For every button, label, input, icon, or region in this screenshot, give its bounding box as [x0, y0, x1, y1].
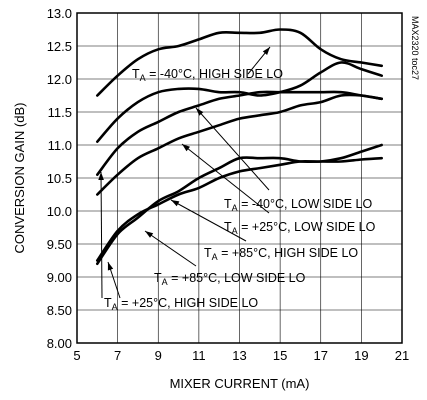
leader-line [100, 171, 103, 299]
y-tick-label: 8.50 [47, 303, 72, 318]
x-tick-label: 9 [155, 348, 162, 363]
leader-arrowhead [262, 47, 270, 55]
series-line-3 [96, 90, 383, 176]
annotation-label-3: TA = +25°C, LOW SIDE LO [224, 220, 376, 236]
leader-arrowhead [171, 200, 180, 207]
y-tick-label: 11.0 [48, 138, 72, 153]
leader-arrowhead [145, 231, 154, 238]
leader-line [144, 230, 197, 267]
leader-line [181, 143, 270, 214]
figure-code: MAX2320 toc27 [410, 16, 420, 80]
y-tick-label: 11.5 [48, 105, 72, 120]
x-tick-label: 11 [192, 348, 206, 363]
x-tick-label: 5 [73, 348, 80, 363]
x-tick-label: 19 [354, 348, 368, 363]
annotation-label-4: TA = +85°C, HIGH SIDE LO [204, 246, 358, 262]
leader-line [170, 199, 247, 242]
series-line-1 [96, 28, 383, 97]
y-tick-label: 9.00 [47, 270, 72, 285]
annotation-label-1: TA = -40°C, HIGH SIDE LO [132, 67, 283, 83]
y-tick-label: 10.0 [47, 204, 72, 219]
y-tick-label: 10.5 [47, 171, 72, 186]
y-tick-label: 9.50 [47, 237, 72, 252]
y-tick-label: 12.0 [47, 72, 72, 87]
plot-frame [76, 12, 403, 344]
leader-arrowhead [98, 172, 104, 180]
leader-arrowhead [182, 144, 190, 152]
annotation-leaders [98, 46, 271, 299]
annotation-label-6: TA = +25°C, HIGH SIDE LO [104, 296, 258, 312]
y-tick-label: 12.5 [47, 39, 72, 54]
annotation-label-5: TA = +85°C, LOW SIDE LO [154, 271, 306, 287]
series-lines [96, 28, 383, 266]
annotation-label-2: TA = -40°C, LOW SIDE LO [224, 197, 372, 213]
y-tick-label: 8.00 [47, 336, 72, 351]
x-axis-label: MIXER CURRENT (mA) [170, 376, 310, 391]
grid [77, 13, 402, 343]
leader-line [195, 107, 270, 191]
x-tick-label: 21 [395, 348, 409, 363]
tick-labels: 5 7 9 11 13 15 17 19 21 8.00 8.50 9.00 9.50 10.0 10.5 1… [47, 6, 410, 363]
leader-arrowhead [196, 108, 204, 116]
leader-arrowhead [107, 262, 114, 271]
series-line-4 [96, 93, 383, 196]
x-tick-label: 15 [273, 348, 287, 363]
x-tick-label: 17 [314, 348, 328, 363]
y-tick-label: 13.0 [47, 6, 72, 21]
annotation-labels: TA = -40°C, HIGH SIDE LO TA = -40°C, LOW … [104, 67, 376, 312]
x-tick-label: 13 [232, 348, 246, 363]
series-line-2 [96, 61, 383, 143]
y-axis-label: CONVERSION GAIN (dB) [12, 103, 27, 254]
x-tick-label: 7 [114, 348, 121, 363]
series-line-6 [96, 156, 383, 266]
